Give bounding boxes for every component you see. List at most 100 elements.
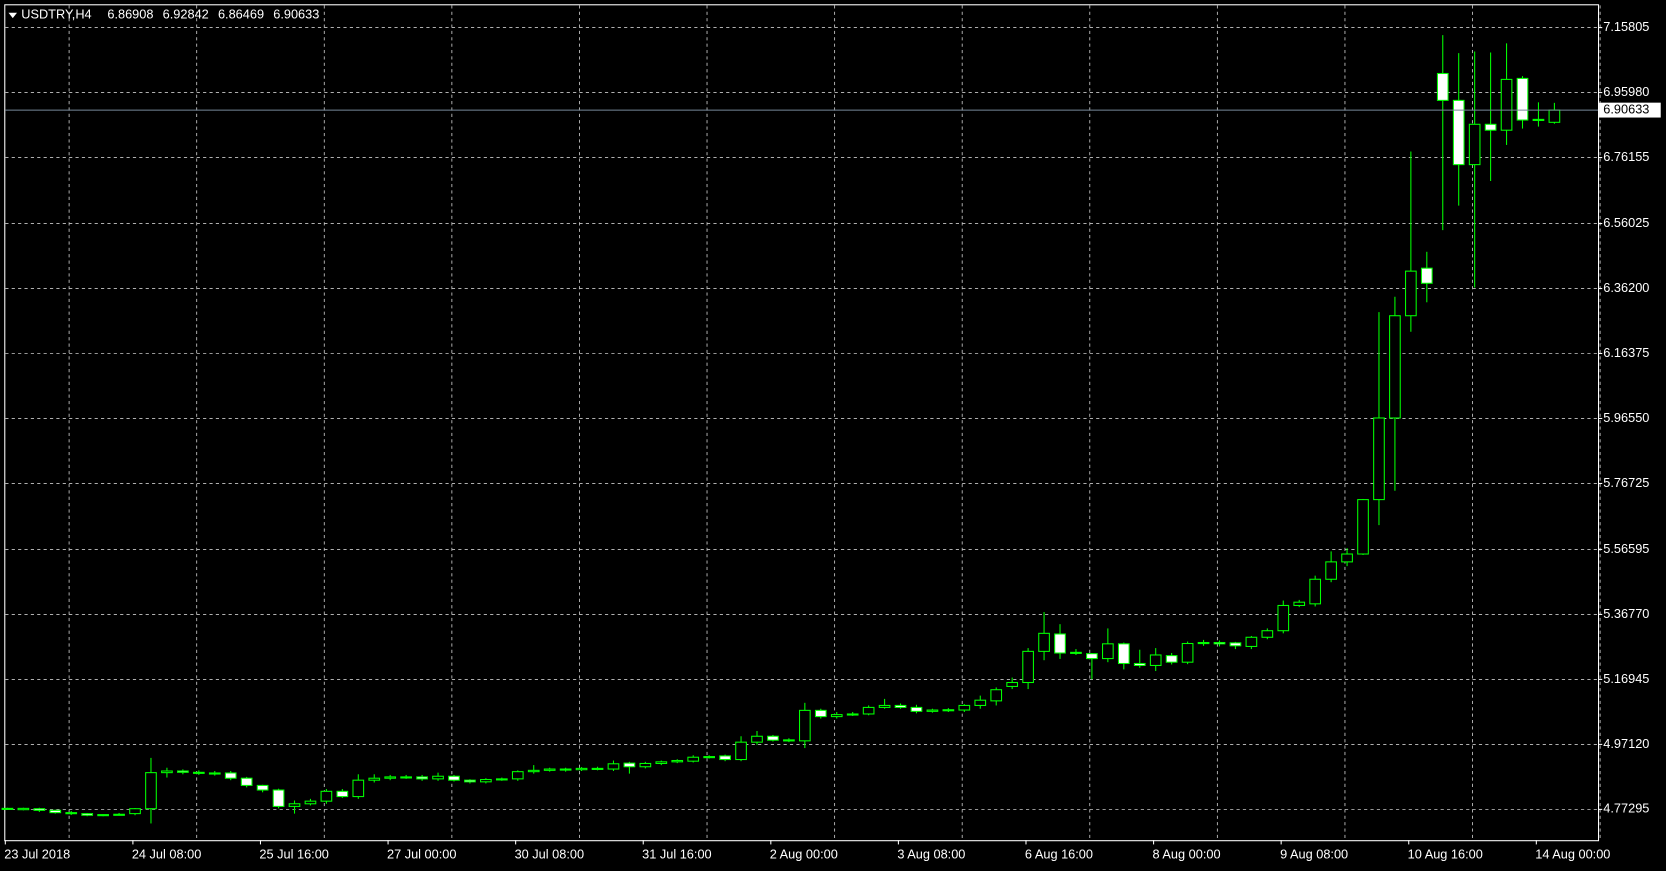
- candle-body-bear: [1213, 641, 1226, 645]
- x-tick-label: 27 Jul 00:00: [387, 846, 456, 861]
- plot-frame: [4, 4, 1600, 842]
- y-tick-label: 5.76725: [1603, 475, 1649, 490]
- x-tick-label: 8 Aug 00:00: [1153, 846, 1221, 861]
- candle-body-bear: [448, 775, 460, 781]
- candle-body-bear: [65, 812, 78, 815]
- candle-body-bull: [798, 709, 811, 742]
- candle-body-bull: [1325, 561, 1337, 580]
- candle-body-bull: [1006, 681, 1019, 687]
- candle-body-bear: [910, 706, 923, 712]
- candle-body-bear: [1420, 267, 1433, 284]
- candle-body-bull: [1373, 417, 1385, 501]
- candle-body-bull: [1277, 604, 1290, 632]
- candle-body-bull: [320, 790, 333, 802]
- y-tick-label: 6.95980: [1603, 84, 1649, 99]
- x-tick-label: 23 Jul 2018: [4, 846, 70, 861]
- candle-body-bull: [990, 689, 1003, 702]
- candle-body-bear: [1516, 77, 1529, 121]
- y-tick-label: 4.97120: [1603, 736, 1649, 751]
- candle-body-bull: [639, 762, 652, 768]
- candle-body-bull: [687, 756, 700, 762]
- candle-body-bear: [623, 762, 636, 768]
- candle-body-bull: [511, 771, 524, 780]
- candle-body-bull: [480, 778, 492, 783]
- symbol-title: USDTRY,H4: [21, 6, 91, 21]
- candle-body-bull: [862, 706, 875, 715]
- header: USDTRY,H4 6.86908 6.92842 6.86469 6.9063…: [21, 6, 319, 21]
- candle-body-bear: [559, 768, 572, 771]
- candle-body-bear: [894, 704, 907, 708]
- y-tick-label: 4.77295: [1603, 801, 1649, 816]
- y-tick-label: 5.96550: [1603, 410, 1649, 425]
- candle-body-bull: [1293, 601, 1306, 607]
- candle-body-bear: [1086, 653, 1098, 660]
- bar-open: 6.86908: [107, 6, 153, 21]
- x-tick-label: 2 Aug 00:00: [770, 846, 838, 861]
- y-tick-label: 6.16375: [1603, 345, 1649, 360]
- candle-body-bull: [288, 803, 301, 807]
- candle-body-bull: [113, 813, 125, 816]
- candle-body-bull: [1149, 654, 1162, 666]
- candle-body-bear: [1117, 643, 1130, 665]
- candle-body-bull: [543, 768, 556, 771]
- candle-body-bear: [719, 755, 731, 761]
- candle-body-bear: [1436, 72, 1449, 101]
- candle-body-bear: [1165, 655, 1178, 663]
- y-tick-label: 6.76155: [1603, 149, 1649, 164]
- candle-body-bear: [177, 770, 189, 773]
- candle-body-bull: [1405, 270, 1417, 317]
- x-tick-label: 30 Jul 08:00: [515, 846, 584, 861]
- x-tick-label: 25 Jul 16:00: [259, 846, 328, 861]
- x-tick-label: 24 Jul 08:00: [132, 846, 201, 861]
- chart-body: USDTRY,H4 6.86908 6.92842 6.86469 6.9063…: [1, 4, 1661, 861]
- x-tick-label: 31 Jul 16:00: [642, 846, 711, 861]
- candle-body-bull: [1261, 630, 1274, 638]
- candle-body-bull: [783, 739, 795, 742]
- candle-body-bull: [1102, 643, 1114, 660]
- candle-body-bear: [224, 772, 237, 779]
- candle-body-bear: [256, 784, 269, 791]
- candle-body-bull: [1309, 578, 1322, 605]
- y-tick-label: 5.56595: [1603, 541, 1649, 556]
- candle-body-bear: [49, 809, 62, 814]
- candle-body-bear: [1054, 633, 1066, 654]
- candle-body-bull: [432, 775, 444, 780]
- candle-body-bull: [846, 713, 859, 716]
- candle-body-bull: [1245, 636, 1258, 647]
- candle-body-bull: [1038, 632, 1050, 652]
- candle-body-bull: [1500, 78, 1513, 131]
- candle-body-bull: [1532, 118, 1545, 121]
- candle-body-bull: [974, 699, 987, 706]
- candle-body-bull: [1468, 123, 1481, 166]
- candle-body-bear: [272, 789, 285, 807]
- bar-close: 6.90633: [273, 6, 319, 21]
- candle-body-bull: [527, 769, 540, 773]
- candle-body-bull: [384, 776, 397, 779]
- candle-body-bull: [1389, 315, 1401, 419]
- candle-body-bear: [1, 807, 14, 810]
- bar-high: 6.92842: [163, 6, 209, 21]
- menu-arrow[interactable]: [8, 12, 18, 19]
- candle-body-bull: [591, 767, 604, 770]
- candle-body-bull: [671, 759, 684, 763]
- candle-body-bear: [33, 808, 46, 811]
- candle-body-bull: [352, 779, 365, 798]
- candle-body-bear: [336, 790, 349, 798]
- candle-body-bull: [368, 777, 381, 781]
- candle-body-bull: [958, 704, 971, 711]
- candle-body-bull: [942, 709, 955, 712]
- y-tick-label: 5.16945: [1603, 671, 1649, 686]
- candle-body-bull: [1341, 553, 1353, 563]
- candle-body-bear: [814, 709, 827, 718]
- candle-body-bear: [1229, 642, 1242, 647]
- candle-body-bear: [416, 776, 428, 780]
- candle-body-bear: [767, 735, 779, 741]
- candle-body-bull: [830, 714, 843, 718]
- candle-body-bull: [304, 800, 317, 805]
- candle-body-bull: [655, 761, 668, 764]
- candle-body-bull: [1197, 641, 1210, 645]
- candle-body-bull: [129, 808, 141, 815]
